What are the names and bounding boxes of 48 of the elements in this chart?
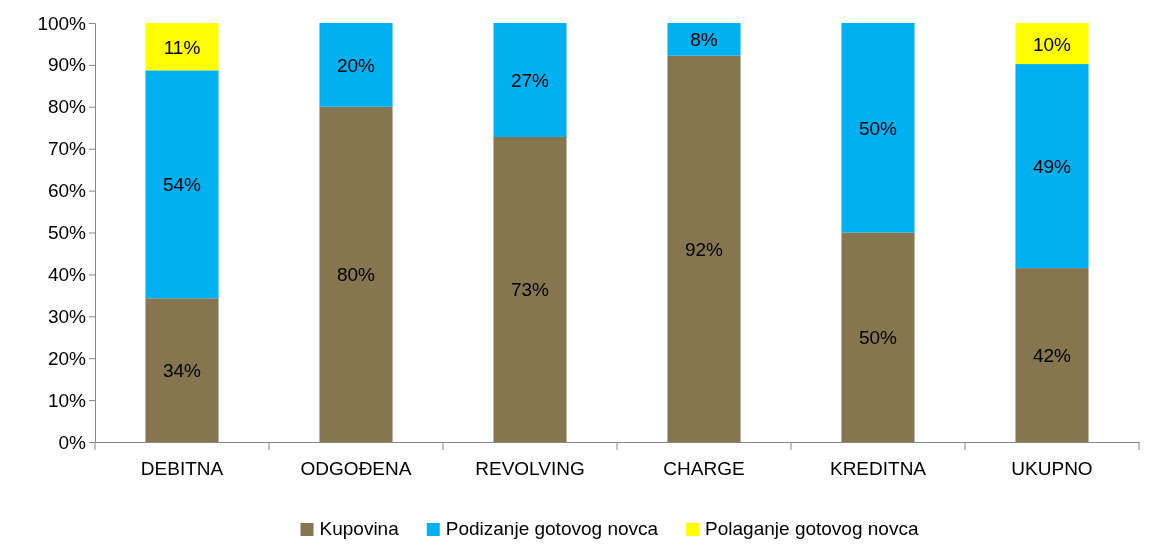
data-label: 10% [1032, 33, 1072, 55]
data-label: 49% [1032, 156, 1072, 178]
y-tick-label: 0% [58, 431, 87, 453]
bar [841, 23, 915, 233]
legend-label: Polaganje gotovog novca [705, 518, 919, 539]
data-label: 80% [336, 264, 376, 286]
bar [319, 23, 393, 107]
bar [841, 232, 915, 442]
bar [145, 23, 219, 71]
x-tick-label: KREDITNA [829, 458, 927, 480]
data-label: 92% [684, 238, 724, 260]
bar [493, 136, 567, 442]
y-tick-label: 70% [47, 138, 87, 160]
y-tick-label: 60% [47, 180, 87, 202]
y-tick-label: 10% [47, 389, 87, 411]
data-label: 54% [162, 174, 202, 196]
bar [1015, 64, 1089, 269]
x-tick-label: CHARGE [663, 458, 745, 480]
data-label: 42% [1032, 345, 1072, 367]
data-label: 8% [690, 29, 718, 51]
x-tick-label: REVOLVING [475, 458, 585, 480]
data-label: 50% [858, 327, 898, 349]
bar [667, 55, 741, 442]
x-tick-label: DEBITNA [140, 458, 224, 480]
data-label: 50% [858, 117, 898, 139]
legend-label: Kupovina [319, 518, 400, 539]
bar [493, 23, 567, 137]
y-tick-label: 40% [47, 263, 87, 285]
y-tick-label: 50% [47, 222, 87, 244]
bar [145, 70, 219, 299]
bar [1015, 23, 1089, 65]
x-tick-label: UKUPNO [1011, 458, 1093, 480]
y-tick-label: 20% [47, 347, 87, 369]
data-label: 27% [510, 69, 550, 91]
legend-label: Podizanje gotovog novca [445, 518, 659, 539]
bar [145, 298, 219, 442]
bar [667, 23, 741, 56]
data-label: 11% [163, 36, 201, 58]
y-tick-label: 80% [47, 96, 87, 118]
y-tick-label: 30% [47, 305, 87, 327]
data-label: 73% [510, 279, 550, 301]
data-label: 20% [336, 54, 376, 76]
bar [319, 106, 393, 442]
x-tick-label: ODGOĐENA [300, 458, 412, 480]
y-tick-label: 90% [47, 54, 87, 76]
y-tick-label: 100% [37, 12, 87, 34]
bar [1015, 268, 1089, 442]
data-label: 34% [162, 360, 202, 382]
